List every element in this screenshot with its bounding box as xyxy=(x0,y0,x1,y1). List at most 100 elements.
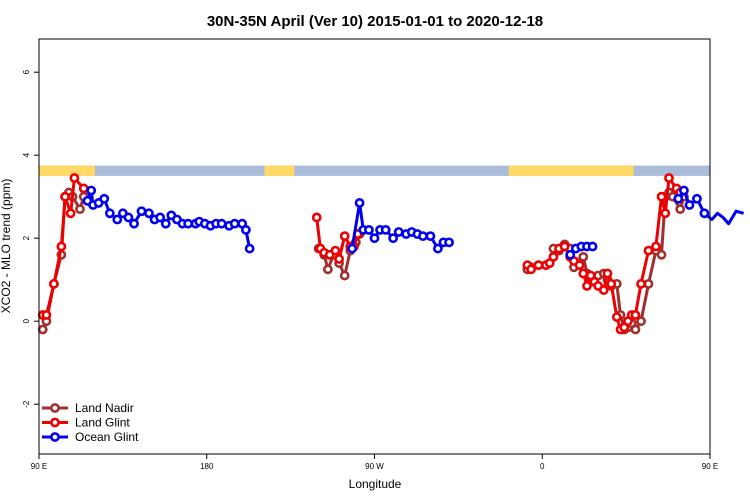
land-nadir-point-14 xyxy=(339,270,350,281)
land-glint-point-14 xyxy=(339,231,350,242)
land-glint-point-5 xyxy=(65,208,76,219)
ocean-glint-point-9 xyxy=(129,218,139,229)
land-glint-point-13 xyxy=(334,254,344,264)
land-glint-point-45 xyxy=(651,241,661,252)
land-band-4 xyxy=(605,165,634,176)
ocean-glint-point-13 xyxy=(155,212,166,223)
land-glint-point-19 xyxy=(526,264,536,275)
x-tick-label-4: 90 E xyxy=(702,462,718,471)
ocean-glint-point-43 xyxy=(425,231,436,242)
land-glint-point-42 xyxy=(630,310,641,320)
ocean-glint-point-18 xyxy=(183,218,194,229)
ocean-glint-point-1 xyxy=(86,185,97,196)
land-nadir-point-46 xyxy=(656,249,667,260)
ocean-glint-point-38 xyxy=(393,227,404,237)
ocean-glint-point-55 xyxy=(692,193,702,204)
land-glint-point-37 xyxy=(611,312,622,322)
land-glint-point-47 xyxy=(660,208,671,219)
ocean-glint-point-44 xyxy=(432,243,443,254)
series-ocean-glint xyxy=(82,185,745,260)
ocean-glint-point-51 xyxy=(587,241,598,252)
ocean-glint-point-56 xyxy=(699,208,710,219)
x-axis: 90 E 180 90 W 0 90 E xyxy=(31,454,718,471)
land-band-1 xyxy=(264,165,295,176)
land-nadir-point-44 xyxy=(643,278,654,289)
land-glint-point-8 xyxy=(311,212,322,223)
land-glint-point-4 xyxy=(60,191,70,202)
x-tick-label-3: 0 xyxy=(540,462,545,471)
x-axis-label: Longitude xyxy=(349,477,402,491)
legend-label-land-glint: Land Glint xyxy=(75,416,130,430)
chart-title: 30N-35N April (Ver 10) 2015-01-01 to 202… xyxy=(207,13,543,30)
land-nadir-point-0 xyxy=(37,324,48,335)
land-nadir-point-42 xyxy=(630,324,641,335)
land-glint-point-35 xyxy=(602,268,613,279)
ocean-glint-point-10 xyxy=(136,206,147,217)
y-tick-label-0: -2 xyxy=(22,400,31,408)
legend-label-ocean-glint: Ocean Glint xyxy=(75,430,139,444)
y-tick-label-2: 2 xyxy=(22,235,31,240)
land-glint-point-28 xyxy=(574,260,585,271)
land-nadir-point-43 xyxy=(636,316,646,327)
y-tick-label-4: 6 xyxy=(22,69,31,74)
land-nadir-point-29 xyxy=(578,251,589,262)
ocean-glint-point-26 xyxy=(229,218,240,229)
legend-marker-land-nadir xyxy=(50,403,60,413)
ocean-glint-point-24 xyxy=(216,218,227,229)
land-glint-point-46 xyxy=(656,191,667,202)
land-glint-point-20 xyxy=(533,260,544,271)
ocean-glint-point-54 xyxy=(684,200,695,210)
land-glint-point-7 xyxy=(78,183,89,194)
land-glint-point-43 xyxy=(636,278,646,289)
land-glint-point-30 xyxy=(582,281,592,291)
land-nadir-point-7 xyxy=(75,204,85,215)
land-glint-point-34 xyxy=(598,285,609,295)
series-land-glint xyxy=(37,173,686,335)
x-tick-label-2: 90 W xyxy=(365,462,384,471)
ocean-glint-point-34 xyxy=(369,233,380,244)
land-glint-point-25 xyxy=(559,241,570,252)
y-tick-label-3: 4 xyxy=(22,152,31,157)
land-glint-point-1 xyxy=(41,310,52,320)
land-glint-point-12 xyxy=(330,245,341,256)
ocean-glint-point-42 xyxy=(418,231,428,242)
y-axis: -2 0 2 4 6 xyxy=(22,69,39,408)
land-glint-point-6 xyxy=(69,173,80,183)
ocean-glint-line-3 xyxy=(677,189,745,226)
ocean-glint-point-52 xyxy=(673,193,684,204)
land-nadir-point-11 xyxy=(323,264,333,275)
land-glint-point-23 xyxy=(548,251,559,262)
ocean-glint-point-36 xyxy=(380,224,391,235)
ocean-glint-point-29 xyxy=(244,243,255,254)
land-glint-point-36 xyxy=(606,278,617,289)
land-glint-point-3 xyxy=(56,241,67,252)
land-glint-point-48 xyxy=(664,173,674,183)
series-layer xyxy=(37,173,745,335)
ocean-glint-point-31 xyxy=(354,198,365,208)
ocean-glint-point-53 xyxy=(679,185,689,196)
legend-label-land-nadir: Land Nadir xyxy=(75,401,134,415)
y-tick-label-1: 0 xyxy=(22,318,31,323)
ocean-glint-point-5 xyxy=(104,208,115,219)
ocean-glint-line-0 xyxy=(86,189,252,249)
y-axis-label: XCO2 - MLO trend (ppm) xyxy=(0,179,13,314)
x-tick-label-0: 90 E xyxy=(31,462,47,471)
land-band-3 xyxy=(600,165,608,176)
plot-frame xyxy=(38,38,711,455)
ocean-glint-point-47 xyxy=(565,249,576,260)
ocean-glint-point-28 xyxy=(240,224,251,235)
legend-marker-land-glint xyxy=(50,417,60,428)
land-band-0 xyxy=(39,165,95,176)
land-nadir-point-50 xyxy=(675,204,686,215)
ocean-glint-point-46 xyxy=(444,237,454,248)
ocean-glint-point-6 xyxy=(112,214,123,225)
land-glint-line-0 xyxy=(42,176,85,317)
land-glint-point-29 xyxy=(578,268,589,279)
ocean-glint-point-8 xyxy=(123,212,134,223)
ocean-glint-point-30 xyxy=(347,243,358,254)
land-band-2 xyxy=(508,165,614,176)
land-glint-point-2 xyxy=(49,278,59,289)
ocean-glint-point-11 xyxy=(144,208,154,219)
